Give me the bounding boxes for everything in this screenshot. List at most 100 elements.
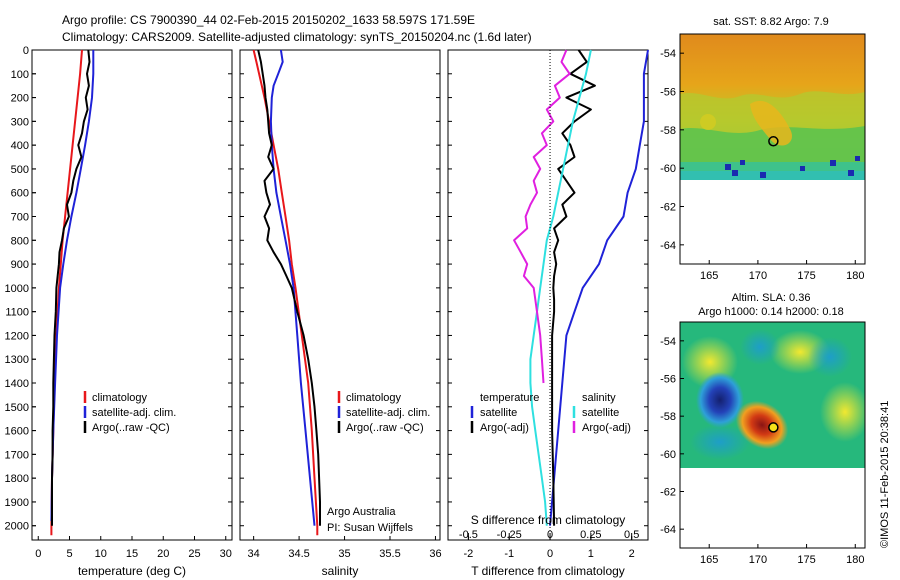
x-tick-label: 34 (248, 548, 260, 560)
salinity-xlabel: salinity (322, 564, 359, 578)
x-tick-label: 34.5 (288, 548, 309, 560)
depth-tick-label: 800 (11, 235, 29, 247)
x-tick-label: 35.5 (379, 548, 400, 560)
s-tick-label: -0.5 (459, 529, 478, 541)
x-tick-label: 20 (157, 548, 169, 560)
map-y-tick-label: -64 (660, 524, 676, 536)
depth-tick-label: 700 (11, 212, 29, 224)
sla-map (679, 321, 866, 549)
difference-legend: temperature salinity satellite Argo(-adj… (470, 392, 631, 434)
depth-axis: 0 100 200 300 400 500 600 700 800 900 1000 1100 1200… (5, 45, 36, 533)
map-y-tick-label: -58 (660, 411, 676, 423)
map-x-tick-label: 175 (797, 270, 815, 282)
sla-no-data (680, 468, 865, 548)
s-tick-label: 0.5 (624, 529, 639, 541)
map-y-tick-label: -56 (660, 87, 676, 99)
map-y-tick-label: -62 (660, 487, 676, 499)
salinity-legend: climatology satellite-adj. clim. Argo(..… (327, 391, 430, 534)
sst-no-data (680, 180, 865, 264)
depth-tick-label: 1900 (5, 497, 29, 509)
x-tick-label: 5 (66, 548, 72, 560)
depth-tick-label: 1500 (5, 402, 29, 414)
header-line-1: Argo profile: CS 7900390_44 02-Feb-2015 … (62, 13, 475, 27)
depth-tick-label: 0 (23, 45, 29, 57)
map-x-tick-label: 165 (700, 554, 718, 566)
header-line-2: Climatology: CARS2009. Satellite-adjuste… (62, 30, 532, 44)
legend-header-salinity: salinity (582, 392, 616, 404)
x-tick-label: 1 (588, 548, 594, 560)
temperature-xlabel: temperature (deg C) (78, 564, 186, 578)
map-x-tick-label: 170 (749, 554, 767, 566)
x-tick-label: 0 (35, 548, 41, 560)
legend-label-satellite: satellite-adj. clim. (346, 407, 430, 419)
x-tick-label: -1 (504, 548, 514, 560)
depth-tick-label: 1000 (5, 283, 29, 295)
sla-map-axes: 165 170 175 180 -54 -56 -58 -60 -62 -64 (660, 336, 864, 566)
depth-tick-label: 200 (11, 93, 29, 105)
x-tick-label: 35 (338, 548, 350, 560)
difference-top-xlabel: S difference from climatology (471, 513, 626, 527)
map-x-tick-label: 165 (700, 270, 718, 282)
annotation-argo-australia: Argo Australia (327, 506, 396, 518)
temperature-plot: 0 5 10 15 20 25 30 (32, 49, 232, 560)
depth-tick-label: 1400 (5, 378, 29, 390)
legend-label-climatology: climatology (92, 392, 148, 404)
x-tick-label: 30 (220, 548, 232, 560)
map-x-tick-label: 170 (749, 270, 767, 282)
depth-tick-label: 900 (11, 259, 29, 271)
salinity-panel-frame (239, 49, 441, 541)
sla-map-subtitle: Argo h1000: 0.14 h2000: 0.18 (698, 306, 844, 318)
x-tick-label: 2 (629, 548, 635, 560)
map-y-tick-label: -60 (660, 449, 676, 461)
map-x-tick-label: 180 (846, 270, 864, 282)
series-line-climatology (252, 49, 319, 536)
map-y-tick-label: -54 (660, 48, 676, 60)
legend-label-sal-argo: Argo(-adj) (582, 422, 631, 434)
s-tick-label: 0.25 (580, 529, 601, 541)
map-y-tick-label: -54 (660, 336, 676, 348)
depth-tick-label: 1200 (5, 330, 29, 342)
depth-tick-label: 500 (11, 164, 29, 176)
sla-float-marker (768, 422, 779, 433)
difference-xlabel: T difference from climatology (471, 564, 625, 578)
depth-tick-label: 400 (11, 140, 29, 152)
temperature-panel-frame (31, 49, 233, 541)
x-tick-label: 10 (95, 548, 107, 560)
sst-map-axes: 165 170 175 180 -54 -56 -58 -60 -62 -64 (660, 48, 864, 282)
depth-tick-label: 1800 (5, 473, 29, 485)
series-line-salinity-argo-adj (513, 49, 571, 384)
x-tick-label: 36 (429, 548, 441, 560)
x-tick-label: -2 (464, 548, 474, 560)
depth-tick-label: 2000 (5, 521, 29, 533)
map-y-tick-label: -60 (660, 163, 676, 175)
depth-tick-label: 300 (11, 116, 29, 128)
series-line-argo-raw-qc (257, 49, 321, 526)
difference-panel-frame (447, 49, 649, 541)
series-line-satellite-adj-clim (50, 50, 95, 522)
credit-text: ©IMOS 11-Feb-2015 20:38:41 (879, 401, 891, 548)
legend-label-satellite: satellite-adj. clim. (92, 407, 176, 419)
depth-tick-label: 600 (11, 188, 29, 200)
sst-float-marker (768, 136, 779, 147)
legend-label-argo: Argo(..raw -QC) (92, 422, 170, 434)
series-line-argo-raw-qc (51, 49, 91, 526)
depth-tick-label: 1700 (5, 449, 29, 461)
temperature-legend: climatology satellite-adj. clim. Argo(..… (83, 391, 176, 434)
legend-header-temperature: temperature (480, 392, 539, 404)
map-y-tick-label: -64 (660, 240, 676, 252)
s-tick-label: 0 (547, 529, 553, 541)
legend-label-temp-satellite: satellite (480, 407, 517, 419)
series-line-salinity-satellite (529, 49, 592, 526)
x-tick-label: 25 (188, 548, 200, 560)
s-tick-label: -0.25 (497, 529, 522, 541)
series-line-temperature-satellite (549, 49, 649, 526)
depth-tick-label: 1600 (5, 426, 29, 438)
sla-map-title: Altim. SLA: 0.36 (732, 292, 811, 304)
depth-tick-label: 1300 (5, 354, 29, 366)
map-x-tick-label: 175 (797, 554, 815, 566)
difference-plot: -2 -1 0 1 2 -0.5 -0.25 0 0.25 0.5 (448, 49, 649, 560)
salinity-plot: 34 34.5 35 35.5 36 (240, 49, 442, 560)
series-line-satellite-adj-clim (269, 49, 316, 526)
legend-label-climatology: climatology (346, 392, 402, 404)
sst-map-title: sat. SST: 8.82 Argo: 7.9 (713, 16, 829, 28)
